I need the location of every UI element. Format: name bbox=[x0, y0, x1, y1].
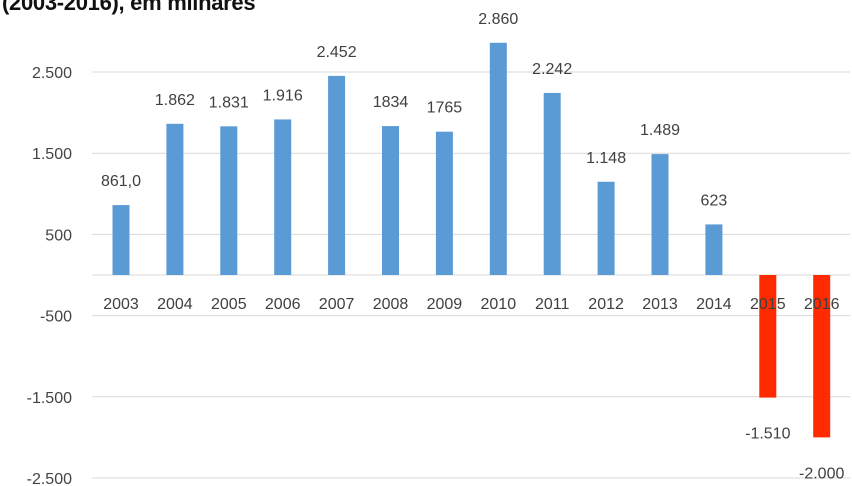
bar-2009 bbox=[435, 131, 453, 275]
data-label: 1834 bbox=[373, 94, 409, 111]
data-label: 1765 bbox=[427, 100, 463, 117]
y-tick-label: 500 bbox=[45, 227, 72, 244]
x-category-label: 2016 bbox=[804, 296, 840, 313]
y-tick-label: -2.500 bbox=[27, 471, 72, 486]
x-category-label: 2015 bbox=[750, 296, 786, 313]
y-tick-label: 1.500 bbox=[32, 146, 72, 163]
data-label: -1.510 bbox=[745, 426, 790, 443]
y-tick-label: -1.500 bbox=[27, 390, 72, 407]
x-category-label: 2014 bbox=[696, 296, 732, 313]
data-label: 1.862 bbox=[155, 92, 195, 109]
data-label: 1.148 bbox=[586, 150, 626, 167]
data-label: 1.916 bbox=[263, 87, 303, 104]
bars bbox=[112, 42, 831, 438]
x-category-label: 2010 bbox=[481, 296, 517, 313]
chart-title: (2003-2016), em milhares bbox=[2, 0, 256, 15]
data-label: 2.452 bbox=[317, 44, 357, 61]
x-category-label: 2008 bbox=[373, 296, 409, 313]
bar-2013 bbox=[651, 154, 669, 275]
bar-2016 bbox=[813, 275, 831, 438]
bar-2008 bbox=[382, 126, 399, 276]
x-category-label: 2009 bbox=[427, 296, 463, 313]
bar-2015 bbox=[759, 275, 777, 398]
data-label: 2.242 bbox=[532, 61, 572, 78]
data-label: 861,0 bbox=[101, 173, 141, 190]
bar-2010 bbox=[489, 42, 507, 275]
x-category-label: 2006 bbox=[265, 296, 301, 313]
data-labels: 861,0 1.862 1.831 1.916 2.452 1834 1765 2.860 2.… bbox=[101, 11, 845, 483]
y-axis-tick-labels: 2.500 1.500 500 -500 -1.500 -2.500 bbox=[27, 65, 72, 486]
x-category-label: 2012 bbox=[588, 296, 624, 313]
x-category-label: 2004 bbox=[157, 296, 193, 313]
x-category-label: 2005 bbox=[211, 296, 247, 313]
y-tick-label: 2.500 bbox=[32, 65, 72, 82]
bar-2004 bbox=[166, 123, 184, 275]
bar-2012 bbox=[597, 181, 615, 275]
data-label: -2.000 bbox=[799, 465, 844, 482]
bar-2007 bbox=[328, 75, 346, 275]
x-axis-category-labels: 2003 2004 2005 2006 2007 2008 2009 2010 2011 2012… bbox=[103, 296, 839, 313]
grid-lines bbox=[92, 71, 850, 479]
x-category-label: 2011 bbox=[535, 296, 570, 313]
x-category-label: 2003 bbox=[103, 296, 139, 313]
bar-2006 bbox=[274, 119, 292, 275]
data-label: 623 bbox=[701, 192, 728, 209]
y-tick-label: -500 bbox=[40, 309, 72, 326]
bar-2014 bbox=[705, 224, 723, 275]
bar-2011 bbox=[543, 92, 561, 275]
bar-2005 bbox=[220, 126, 238, 275]
x-category-label: 2007 bbox=[319, 296, 355, 313]
data-label: 1.489 bbox=[640, 122, 680, 139]
data-label: 2.860 bbox=[478, 11, 518, 28]
data-label: 1.831 bbox=[209, 94, 249, 111]
x-category-label: 2013 bbox=[642, 296, 678, 313]
bar-2003 bbox=[112, 205, 130, 275]
